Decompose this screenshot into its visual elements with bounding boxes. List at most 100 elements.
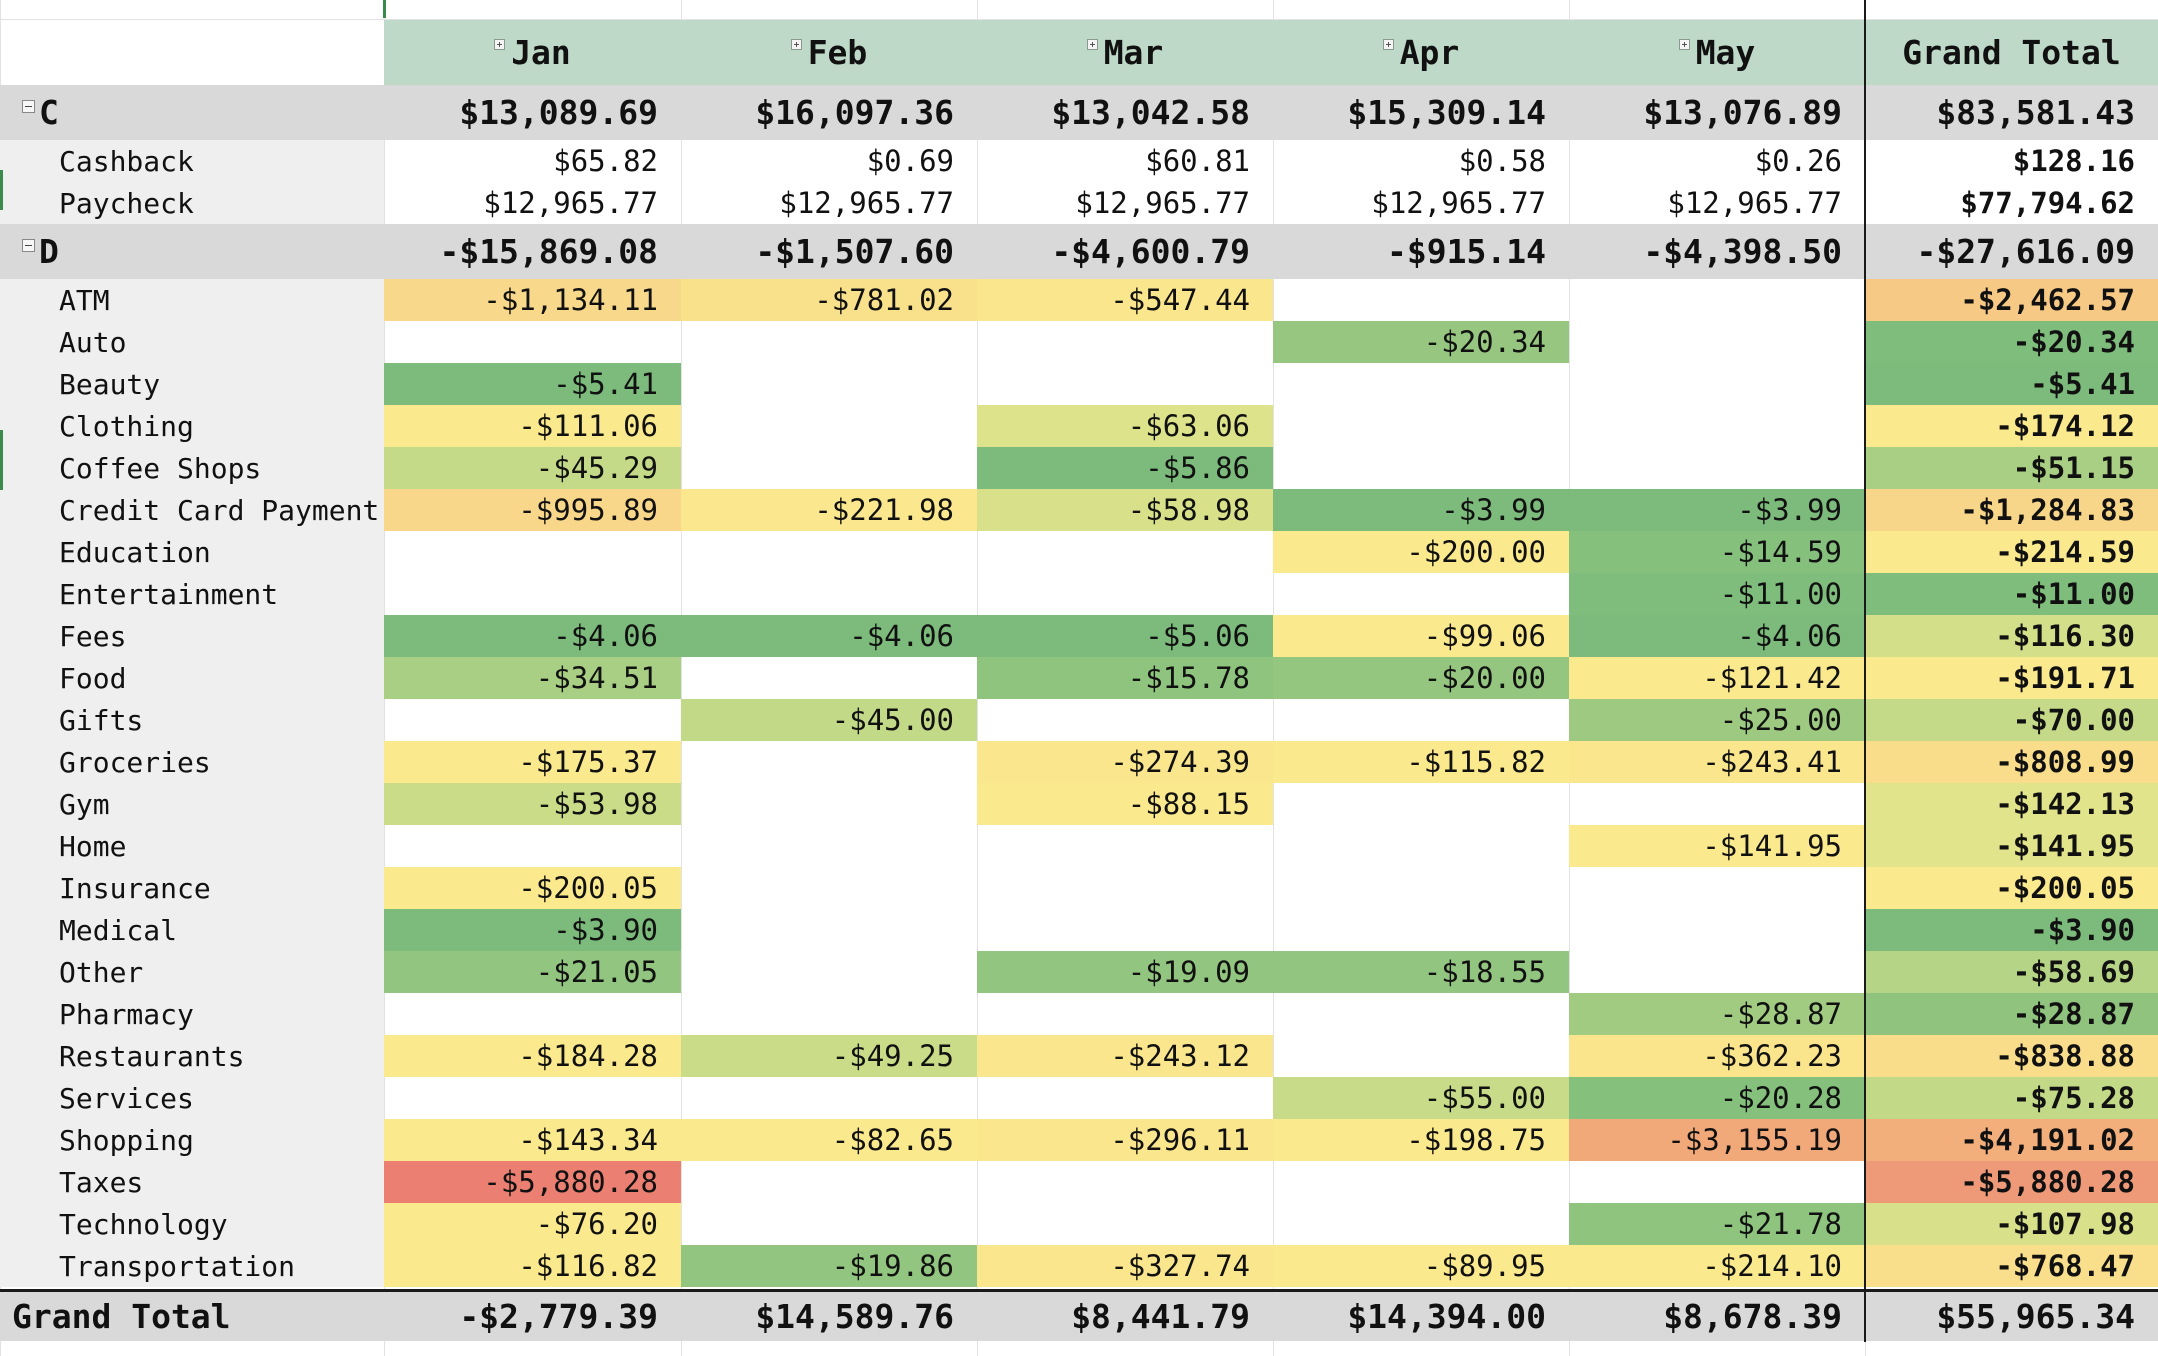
grand-total-cell[interactable]: -$3.90 [1865, 909, 2158, 951]
grand-total-cell[interactable]: -$142.13 [1865, 783, 2158, 825]
column-header-jan[interactable]: Jan [384, 20, 681, 85]
column-header-apr[interactable]: Apr [1273, 20, 1569, 85]
grand-total-cell[interactable]: -$2,462.57 [1865, 279, 2158, 321]
expand-icon[interactable] [494, 39, 506, 50]
value-cell[interactable]: $0.58 [1458, 144, 1546, 178]
value-cell[interactable]: -$19.09 [977, 951, 1273, 993]
value-cell[interactable]: -$3,155.19 [1569, 1119, 1865, 1161]
value-cell[interactable]: -$4.06 [1569, 615, 1865, 657]
value-cell[interactable] [384, 1077, 681, 1119]
value-cell[interactable]: -$5.86 [977, 447, 1273, 489]
value-cell[interactable]: -$141.95 [1569, 825, 1865, 867]
value-cell[interactable]: -$4,600.79 [1051, 232, 1250, 271]
value-cell[interactable] [1569, 1161, 1865, 1203]
value-cell[interactable]: -$1,134.11 [384, 279, 681, 321]
value-cell[interactable]: -$995.89 [384, 489, 681, 531]
value-cell[interactable] [1273, 1035, 1569, 1077]
value-cell[interactable]: -$274.39 [977, 741, 1273, 783]
value-cell[interactable] [977, 363, 1273, 405]
value-cell[interactable]: -$3.99 [1273, 489, 1569, 531]
value-cell[interactable]: $13,076.89 [1643, 93, 1842, 132]
value-cell[interactable] [681, 1161, 977, 1203]
value-cell[interactable]: $15,309.14 [1347, 93, 1546, 132]
grand-total-cell[interactable]: -$27,616.09 [1916, 232, 2135, 271]
value-cell[interactable] [977, 321, 1273, 363]
value-cell[interactable]: -$20.34 [1273, 321, 1569, 363]
value-cell[interactable]: -$82.65 [681, 1119, 977, 1161]
value-cell[interactable]: -$1,507.60 [755, 232, 954, 271]
value-cell[interactable]: -$116.82 [384, 1245, 681, 1287]
value-cell[interactable]: -$121.42 [1569, 657, 1865, 699]
grand-total-cell[interactable]: -$214.59 [1865, 531, 2158, 573]
grand-total-cell[interactable]: $128.16 [2012, 144, 2135, 178]
value-cell[interactable]: -$175.37 [384, 741, 681, 783]
value-cell[interactable]: $12,965.77 [1371, 186, 1546, 220]
expand-icon[interactable] [1382, 39, 1394, 50]
value-cell[interactable]: -$243.41 [1569, 741, 1865, 783]
value-cell[interactable] [1273, 405, 1569, 447]
grand-total-value[interactable]: $14,589.76 [755, 1297, 954, 1336]
grand-total-value[interactable]: $14,394.00 [1347, 1297, 1546, 1336]
value-cell[interactable] [1569, 363, 1865, 405]
grand-total-cell[interactable]: -$107.98 [1865, 1203, 2158, 1245]
value-cell[interactable] [1569, 909, 1865, 951]
value-cell[interactable] [1569, 321, 1865, 363]
value-cell[interactable]: -$4.06 [384, 615, 681, 657]
value-cell[interactable] [681, 405, 977, 447]
value-cell[interactable] [384, 699, 681, 741]
grand-total-cell[interactable]: -$768.47 [1865, 1245, 2158, 1287]
value-cell[interactable]: -$5.06 [977, 615, 1273, 657]
value-cell[interactable]: -$58.98 [977, 489, 1273, 531]
value-cell[interactable]: -$221.98 [681, 489, 977, 531]
value-cell[interactable] [1569, 783, 1865, 825]
value-cell[interactable]: $65.82 [553, 144, 658, 178]
value-cell[interactable] [681, 447, 977, 489]
grand-total-cell[interactable]: -$191.71 [1865, 657, 2158, 699]
value-cell[interactable] [681, 363, 977, 405]
value-cell[interactable]: -$3.99 [1569, 489, 1865, 531]
value-cell[interactable] [681, 531, 977, 573]
value-cell[interactable]: $0.69 [866, 144, 954, 178]
value-cell[interactable] [384, 825, 681, 867]
grand-total-cell[interactable]: -$4,191.02 [1865, 1119, 2158, 1161]
value-cell[interactable] [977, 993, 1273, 1035]
value-cell[interactable]: -$547.44 [977, 279, 1273, 321]
value-cell[interactable]: $16,097.36 [755, 93, 954, 132]
value-cell[interactable]: -$243.12 [977, 1035, 1273, 1077]
group-label[interactable]: D [22, 224, 59, 279]
value-cell[interactable] [1273, 279, 1569, 321]
value-cell[interactable]: -$63.06 [977, 405, 1273, 447]
value-cell[interactable] [1569, 405, 1865, 447]
value-cell[interactable] [681, 909, 977, 951]
value-cell[interactable]: -$20.00 [1273, 657, 1569, 699]
value-cell[interactable]: -$19.86 [681, 1245, 977, 1287]
value-cell[interactable]: -$184.28 [384, 1035, 681, 1077]
value-cell[interactable]: -$28.87 [1569, 993, 1865, 1035]
grand-total-cell[interactable]: -$75.28 [1865, 1077, 2158, 1119]
value-cell[interactable]: -$115.82 [1273, 741, 1569, 783]
value-cell[interactable] [681, 573, 977, 615]
value-cell[interactable] [977, 531, 1273, 573]
value-cell[interactable]: -$55.00 [1273, 1077, 1569, 1119]
expand-icon[interactable] [1086, 39, 1098, 50]
collapse-icon[interactable] [22, 100, 35, 113]
value-cell[interactable] [1273, 825, 1569, 867]
value-cell[interactable] [681, 1203, 977, 1245]
grand-total-cell[interactable]: -$11.00 [1865, 573, 2158, 615]
value-cell[interactable] [1273, 573, 1569, 615]
value-cell[interactable]: -$296.11 [977, 1119, 1273, 1161]
value-cell[interactable]: -$45.29 [384, 447, 681, 489]
grand-total-cell[interactable]: -$808.99 [1865, 741, 2158, 783]
value-cell[interactable] [681, 657, 977, 699]
grand-total-cell[interactable]: -$58.69 [1865, 951, 2158, 993]
value-cell[interactable] [1569, 447, 1865, 489]
value-cell[interactable]: -$20.28 [1569, 1077, 1865, 1119]
expand-icon[interactable] [790, 39, 802, 50]
value-cell[interactable] [681, 741, 977, 783]
value-cell[interactable]: -$5.41 [384, 363, 681, 405]
value-cell[interactable]: -$53.98 [384, 783, 681, 825]
value-cell[interactable]: -$49.25 [681, 1035, 977, 1077]
grand-total-cell[interactable]: -$70.00 [1865, 699, 2158, 741]
value-cell[interactable]: $13,042.58 [1051, 93, 1250, 132]
grand-total-cell[interactable]: $77,794.62 [1960, 186, 2135, 220]
